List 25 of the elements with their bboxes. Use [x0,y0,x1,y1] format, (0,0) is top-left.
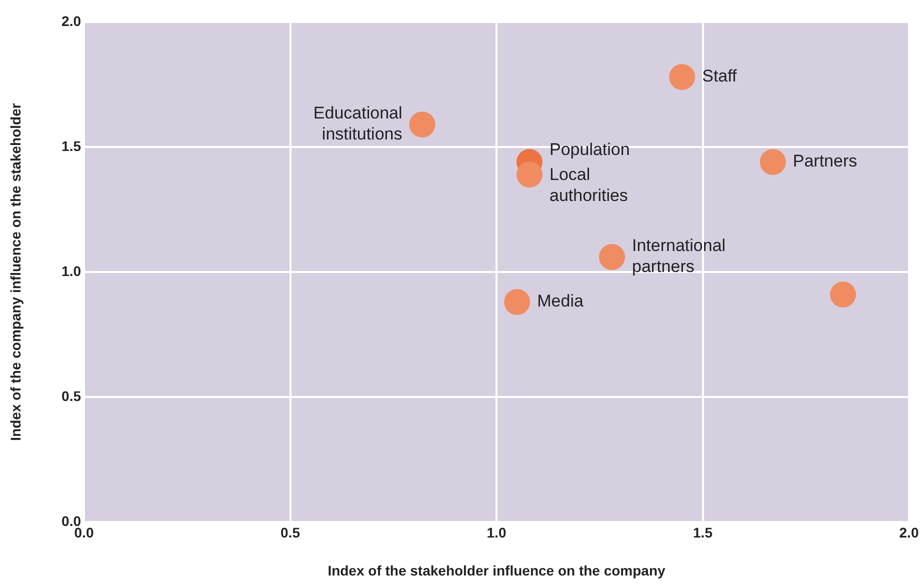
point [599,244,625,270]
point [504,289,530,315]
annotation: Population [550,140,630,160]
y-tick-label: 1.5 [62,138,82,154]
point [830,282,856,308]
x-tick-label: 1.5 [693,524,713,540]
x-tick-label: 2.0 [899,524,919,540]
annotation: Partners [792,152,858,171]
y-tick-label: 0.5 [62,388,82,404]
annotation: Staff [702,66,738,86]
point [516,162,542,188]
x-tick-label: 0.5 [280,524,300,540]
point [409,112,436,138]
y-tick-label: 2.0 [62,12,82,29]
annotation: Media [537,292,584,311]
x-axis-title: Index of the stakeholder influence on the company [328,562,666,578]
annotation: Educational institutions [313,104,402,144]
annotation: International partners [632,236,726,276]
y-tick-label: 1.0 [62,262,82,279]
y-axis-title: Index of the company influence on the stakeholder [7,102,24,441]
y-tick-label: 0.0 [62,512,82,529]
point [669,64,696,90]
point [760,149,786,175]
annotation: Local authorities [550,165,628,206]
x-tick-label: 1.0 [486,524,506,540]
